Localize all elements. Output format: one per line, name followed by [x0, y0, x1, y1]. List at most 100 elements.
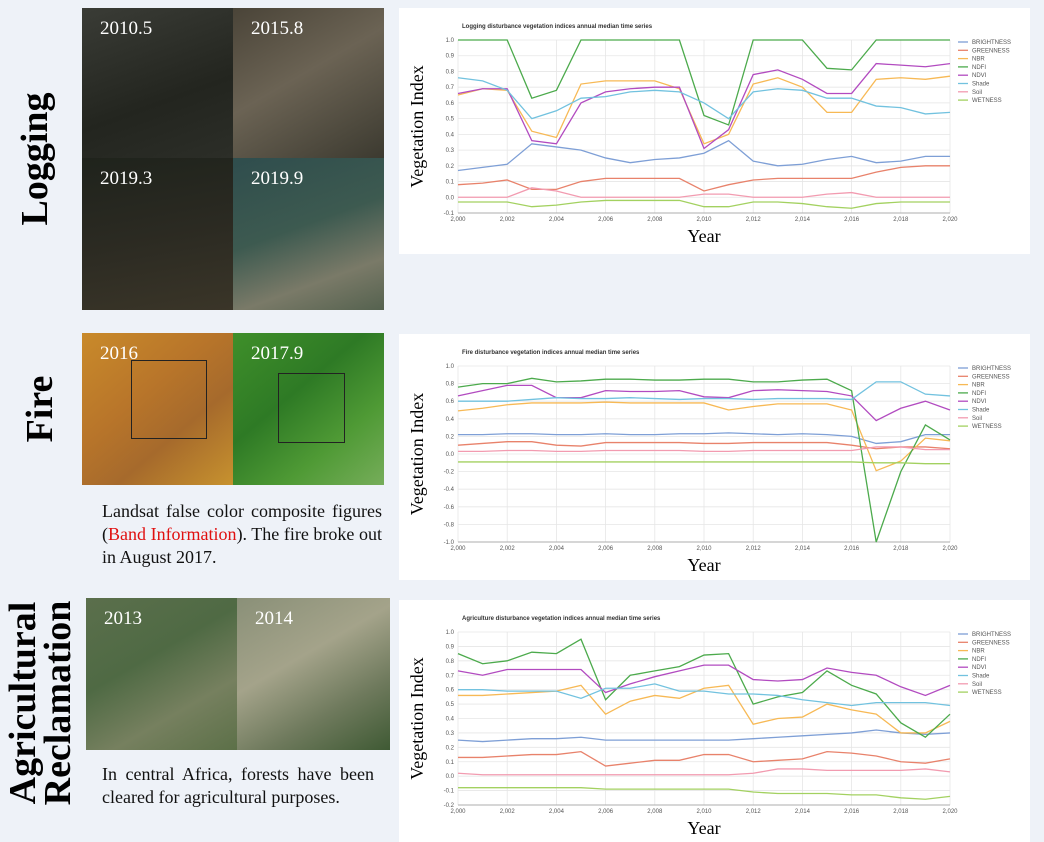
y-tick-label: -0.4: [444, 487, 455, 493]
x-tick-label: 2,002: [500, 809, 516, 815]
x-tick-label: 2,004: [549, 217, 565, 223]
y-tick-label: -0.2: [444, 470, 455, 476]
y-tick-label: 0.8: [446, 69, 455, 75]
image-label: 2014: [255, 608, 293, 630]
row-label: Fire: [21, 359, 59, 459]
x-axis-title: Year: [687, 818, 720, 838]
x-tick-label: 2,010: [696, 546, 712, 552]
legend-label: NDFI: [972, 657, 986, 663]
legend-label: NBR: [972, 57, 985, 63]
x-tick-label: 2,020: [942, 809, 958, 815]
row-label: Reclamation: [39, 578, 77, 828]
legend-label: NDVI: [972, 73, 987, 79]
y-tick-label: 0.1: [446, 760, 455, 766]
x-tick-label: 2,012: [746, 546, 762, 552]
x-tick-label: 2,008: [647, 217, 663, 223]
y-tick-label: 0.0: [446, 774, 455, 780]
y-tick-label: 0.2: [446, 434, 455, 440]
legend-label: NDVI: [972, 399, 987, 405]
y-tick-label: -0.6: [444, 505, 455, 511]
y-axis-title: Vegetation Index: [407, 657, 427, 779]
y-tick-label: -0.8: [444, 522, 455, 528]
y-tick-label: 0.2: [446, 745, 455, 751]
image-label: 2019.3: [100, 168, 152, 190]
y-tick-label: 0.7: [446, 85, 455, 91]
x-tick-label: 2,018: [893, 809, 909, 815]
chart: Agriculture disturbance vegetation indic…: [399, 600, 1030, 842]
satellite-image: 2015.8: [233, 8, 384, 158]
x-tick-label: 2,000: [450, 546, 466, 552]
row-label: Logging: [16, 84, 54, 234]
x-tick-label: 2,002: [500, 217, 516, 223]
legend-label: Shade: [972, 82, 990, 88]
y-tick-label: 0.9: [446, 54, 455, 60]
y-tick-label: 0.2: [446, 164, 455, 170]
x-tick-label: 2,018: [893, 217, 909, 223]
y-tick-label: 0.4: [446, 132, 455, 138]
caption-link: Band Information: [108, 524, 237, 544]
satellite-image: 2019.9: [233, 158, 384, 310]
y-tick-label: 0.7: [446, 673, 455, 679]
legend-label: Soil: [972, 90, 982, 96]
chart-title: Logging disturbance vegetation indices a…: [462, 24, 653, 30]
y-tick-label: 0.1: [446, 180, 455, 186]
x-tick-label: 2,006: [598, 809, 614, 815]
x-tick-label: 2,006: [598, 217, 614, 223]
x-tick-label: 2,002: [500, 546, 516, 552]
x-tick-label: 2,012: [746, 809, 762, 815]
image-label: 2010.5: [100, 18, 152, 40]
y-tick-label: 1.0: [446, 364, 455, 370]
x-tick-label: 2,008: [647, 809, 663, 815]
legend-label: NBR: [972, 383, 985, 389]
caption: Landsat false color composite figures (B…: [102, 500, 382, 569]
satellite-image: 2010.5: [82, 8, 233, 158]
y-tick-label: 0.9: [446, 644, 455, 650]
fire-box: [278, 373, 345, 443]
legend-label: Shade: [972, 408, 990, 414]
legend-label: WETNESS: [972, 690, 1002, 696]
x-tick-label: 2,000: [450, 809, 466, 815]
x-tick-label: 2,014: [795, 217, 811, 223]
x-tick-label: 2,016: [844, 809, 860, 815]
y-tick-label: 0.0: [446, 452, 455, 458]
x-tick-label: 2,018: [893, 546, 909, 552]
legend-label: Shade: [972, 674, 990, 680]
x-tick-label: 2,010: [696, 217, 712, 223]
satellite-image: 2017.9: [233, 333, 384, 485]
y-tick-label: 0.6: [446, 399, 455, 405]
legend-label: NDVI: [972, 665, 987, 671]
chart: Fire disturbance vegetation indices annu…: [399, 334, 1030, 580]
x-axis-title: Year: [687, 555, 720, 575]
legend-label: WETNESS: [972, 424, 1002, 430]
satellite-image: 2016: [82, 333, 233, 485]
legend-label: GREENNESS: [972, 374, 1010, 380]
legend-label: GREENNESS: [972, 640, 1010, 646]
legend-label: NDFI: [972, 65, 986, 71]
legend-label: WETNESS: [972, 98, 1002, 104]
image-label: 2013: [104, 608, 142, 630]
legend-label: BRIGHTNESS: [972, 632, 1011, 638]
x-tick-label: 2,004: [549, 809, 565, 815]
legend-label: Soil: [972, 416, 982, 422]
y-tick-label: -0.1: [444, 789, 455, 795]
x-tick-label: 2,006: [598, 546, 614, 552]
fire-box: [131, 360, 207, 439]
caption: In central Africa, forests have been cle…: [102, 763, 374, 809]
y-axis-title: Vegetation Index: [407, 393, 427, 515]
satellite-image: 2014: [237, 598, 390, 750]
x-tick-label: 2,008: [647, 546, 663, 552]
x-tick-label: 2,004: [549, 546, 565, 552]
x-tick-label: 2,000: [450, 217, 466, 223]
satellite-image: 2019.3: [82, 158, 233, 310]
x-tick-label: 2,012: [746, 217, 762, 223]
x-tick-label: 2,020: [942, 217, 958, 223]
image-label: 2017.9: [251, 343, 303, 365]
y-tick-label: 0.8: [446, 382, 455, 388]
y-tick-label: 0.5: [446, 117, 455, 123]
x-tick-label: 2,016: [844, 217, 860, 223]
y-tick-label: 0.6: [446, 101, 455, 107]
x-tick-label: 2,020: [942, 546, 958, 552]
chart: Logging disturbance vegetation indices a…: [399, 8, 1030, 254]
legend-label: NDFI: [972, 391, 986, 397]
y-axis-title: Vegetation Index: [407, 65, 427, 187]
